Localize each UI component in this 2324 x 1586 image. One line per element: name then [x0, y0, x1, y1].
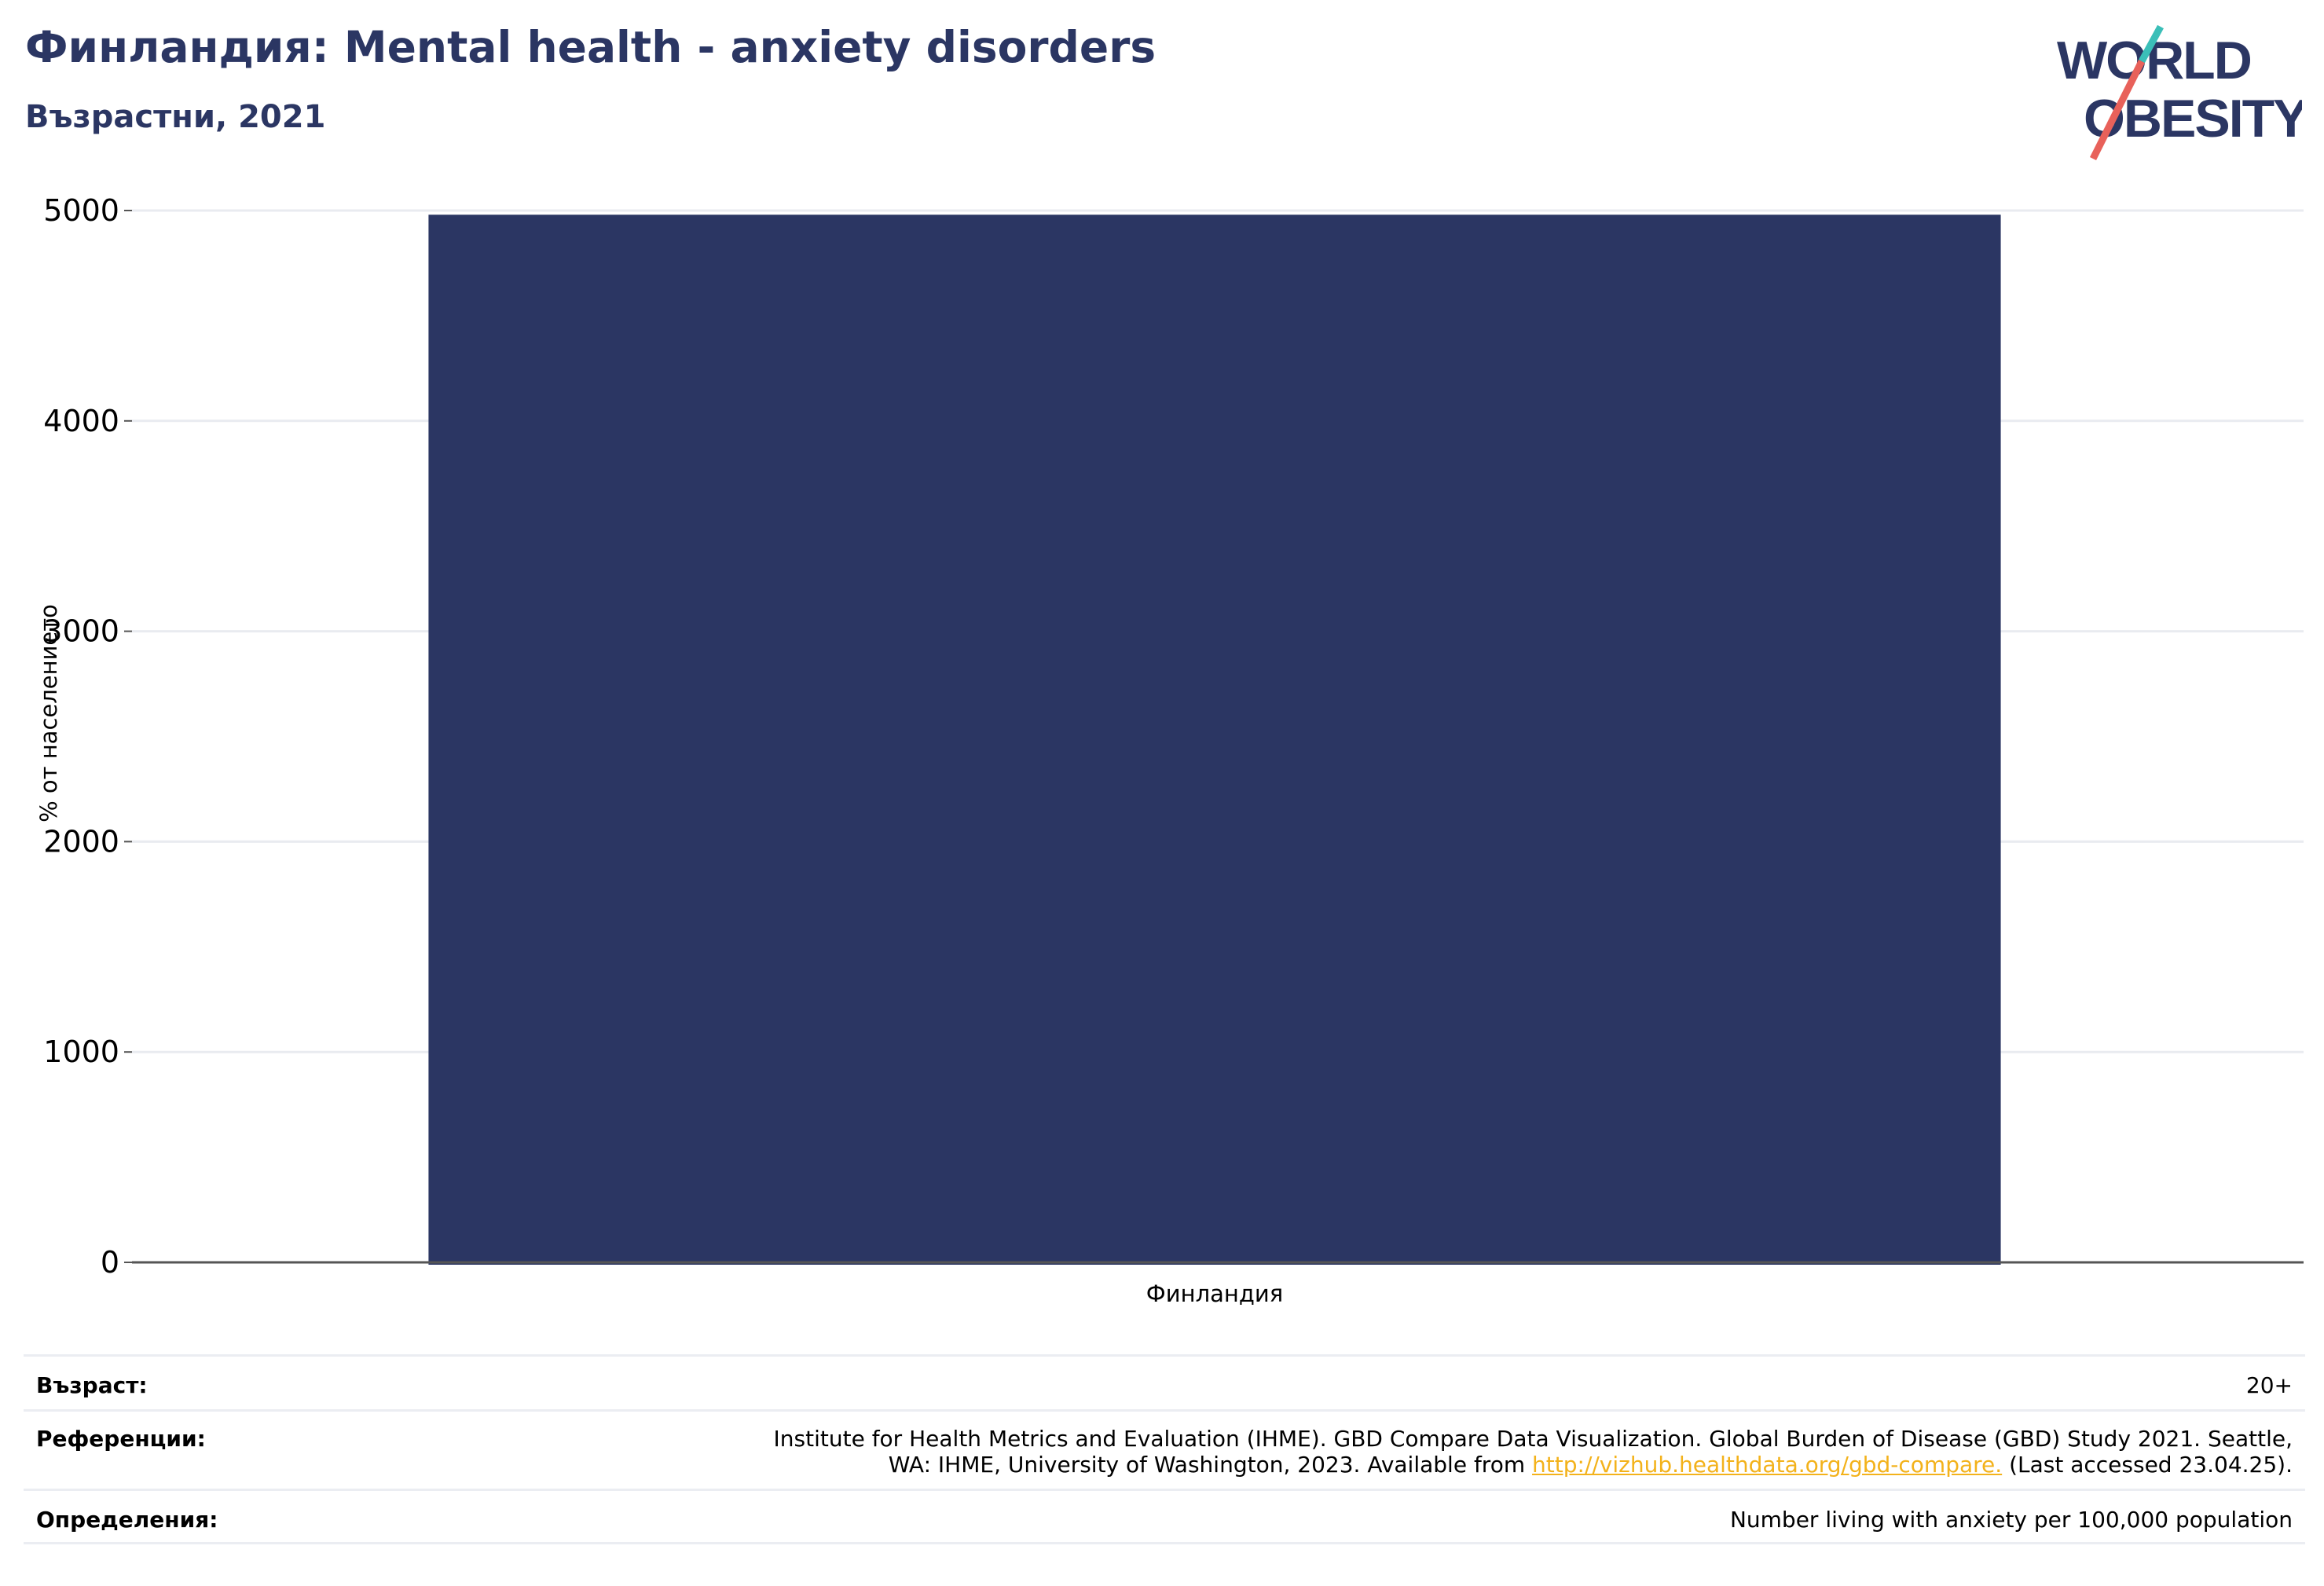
y-tick-label: 3000 — [43, 614, 119, 649]
logo-slash-red — [2089, 59, 2146, 161]
bars — [428, 214, 2001, 1266]
y-tick-label: 4000 — [43, 404, 119, 438]
chart-metadata: Възраст: 20+ Референции: Institute for H… — [24, 1354, 2305, 1544]
y-tick-label: 5000 — [43, 193, 119, 228]
references-link[interactable]: http://vizhub.healthdata.org/gbd-compare… — [1532, 1452, 2003, 1478]
references-value: Institute for Health Metrics and Evaluat… — [774, 1426, 2293, 1478]
meta-row-age: Възраст: 20+ — [24, 1354, 2305, 1409]
meta-row-references: Референции: Institute for Health Metrics… — [24, 1409, 2305, 1489]
age-label: Възраст: — [36, 1372, 148, 1398]
y-tick-label: 0 — [101, 1245, 119, 1280]
x-ticks: Финландия — [1146, 1280, 1283, 1307]
bar-chart: 0 1000 2000 3000 4000 5000 Финландия % от нас… — [35, 193, 2304, 1307]
y-axis-label: % от населението — [35, 604, 62, 822]
age-value: 20+ — [2245, 1372, 2293, 1398]
world-obesity-logo: WORLD OBESITY — [2057, 24, 2302, 161]
y-tick-label: 1000 — [43, 1035, 119, 1069]
x-tick-label: Финландия — [1146, 1280, 1283, 1307]
bar-0 — [428, 214, 2001, 1266]
y-ticks: 0 1000 2000 3000 4000 5000 — [43, 193, 132, 1280]
references-text-2: WA: IHME, University of Washington, 2023… — [888, 1452, 1526, 1478]
logo-slash-teal — [2139, 24, 2164, 64]
chart-title: Финландия: Mental health - anxiety disor… — [25, 22, 1157, 72]
definitions-value: Number living with anxiety per 100,000 p… — [1729, 1507, 2293, 1533]
y-tick-label: 2000 — [43, 824, 119, 859]
references-label: Референции: — [36, 1426, 206, 1452]
chart-subtitle: Възрастни, 2021 — [25, 99, 326, 135]
references-text-3: (Last accessed 23.04.25). — [2009, 1452, 2293, 1478]
meta-row-definitions: Определения: Number living with anxiety … — [24, 1489, 2305, 1544]
references-text-1: Institute for Health Metrics and Evaluat… — [773, 1426, 2293, 1452]
definitions-label: Определения: — [36, 1507, 218, 1533]
